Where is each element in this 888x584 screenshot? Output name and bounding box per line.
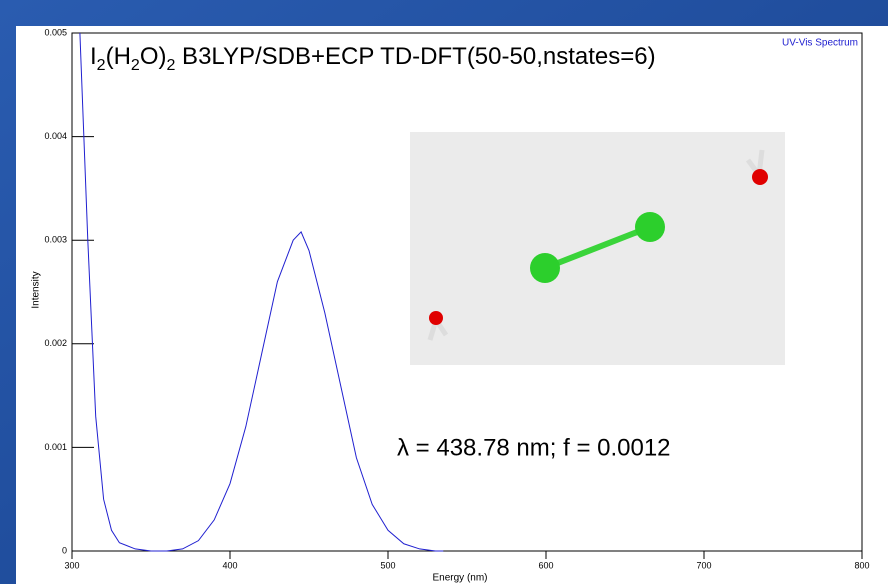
title-part: B3LYP/SDB+ECP TD-DFT(50-50,nstates=6)	[175, 43, 655, 70]
title-subscript: 2	[97, 57, 106, 74]
x-tick-label: 800	[854, 560, 869, 570]
x-tick-label: 300	[64, 560, 79, 570]
title-subscript: 2	[166, 57, 175, 74]
y-tick-label: 0.005	[44, 27, 67, 37]
y-tick-label: 0.003	[44, 235, 67, 245]
x-tick-label: 700	[696, 560, 711, 570]
title-part: (H	[106, 43, 131, 70]
chart-title: I2(H2O)2 B3LYP/SDB+ECP TD-DFT(50-50,nsta…	[90, 43, 656, 74]
chart-subtitle: UV-Vis Spectrum	[782, 38, 858, 49]
title-part: I	[90, 43, 97, 70]
x-tick-label: 600	[538, 560, 553, 570]
title-part: O)	[140, 43, 167, 70]
x-tick-label: 500	[380, 560, 395, 570]
plot-frame	[71, 32, 863, 552]
y-axis-label: Intensity	[31, 271, 42, 308]
x-tick-label: 400	[222, 560, 237, 570]
annotation: λ = 438.78 nm; f = 0.0012	[397, 434, 671, 461]
y-tick-label: 0.001	[44, 442, 67, 452]
title-subscript: 2	[131, 57, 140, 74]
y-tick-label: 0	[62, 545, 67, 555]
molecule-image	[410, 132, 785, 365]
spectrum-line	[79, 32, 444, 552]
y-tick-label: 0.004	[44, 131, 67, 141]
y-tick-label: 0.002	[44, 338, 67, 348]
x-axis-label: Energy (nm)	[432, 573, 487, 584]
